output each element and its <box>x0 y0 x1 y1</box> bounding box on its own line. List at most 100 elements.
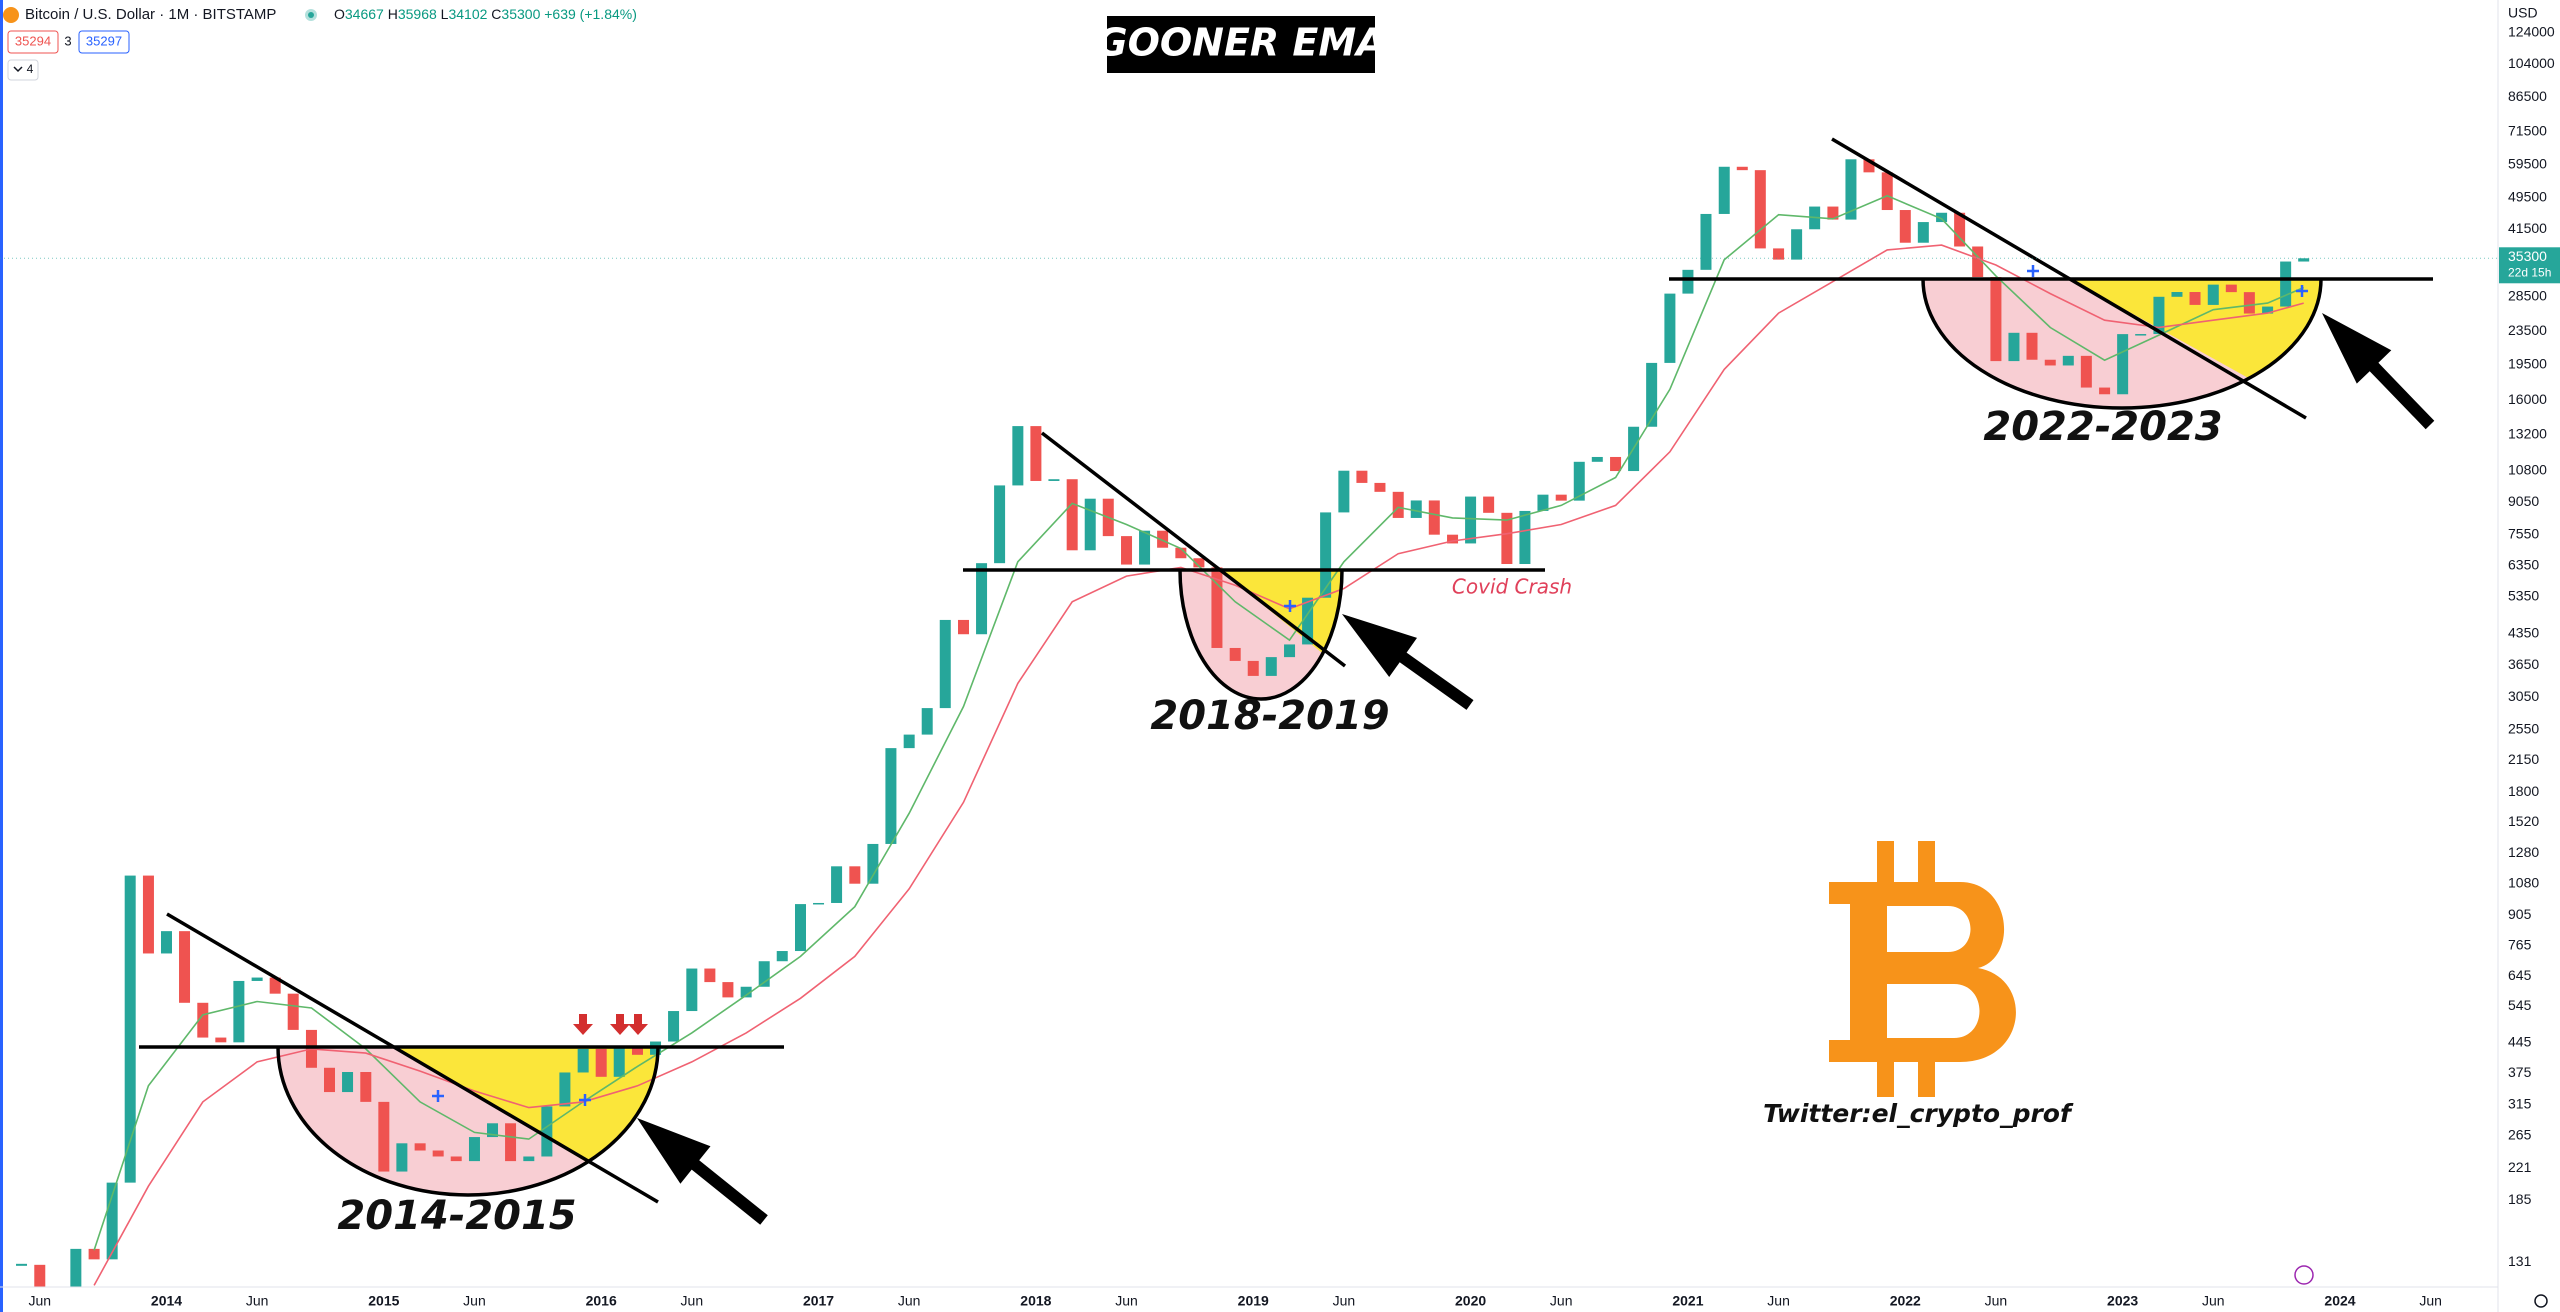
candle <box>1483 496 1495 513</box>
candle <box>1284 644 1296 658</box>
candle <box>1084 498 1096 551</box>
last-price: 35300 <box>2508 248 2547 264</box>
drawings <box>139 137 2433 1204</box>
y-tick-label: 1280 <box>2508 844 2539 860</box>
x-tick-label: Jun <box>681 1293 704 1309</box>
candle <box>1139 530 1151 565</box>
countdown: 22d 15h <box>2508 265 2551 279</box>
candle <box>88 1248 100 1260</box>
candle <box>704 968 716 983</box>
candle <box>885 748 897 844</box>
candle <box>2026 332 2038 360</box>
candle <box>2080 355 2092 388</box>
indicator-value: 35297 <box>86 33 122 48</box>
collapsed-count: 4 <box>27 62 34 76</box>
ohlc-value: 35300 <box>501 6 540 22</box>
candle <box>1573 461 1585 501</box>
annotation: Twitter:el_crypto_prof <box>1763 1099 2074 1128</box>
bitcoin-logo <box>1829 841 2016 1097</box>
candle <box>776 951 788 962</box>
candle <box>523 1156 535 1162</box>
x-tick-label: Jun <box>463 1293 486 1309</box>
x-tick-label: 2022 <box>1890 1293 1921 1309</box>
candle <box>939 619 951 709</box>
candle <box>1193 558 1205 568</box>
candle <box>34 1264 46 1287</box>
annotation: 2022-2023 <box>1983 404 2222 450</box>
candle <box>1012 426 1024 486</box>
x-tick-label: 2018 <box>1020 1293 1051 1309</box>
candle <box>2189 292 2201 305</box>
candle <box>1265 657 1277 676</box>
candle <box>1845 159 1857 220</box>
x-tick-label: Jun <box>1550 1293 1573 1309</box>
y-tick-label: 6350 <box>2508 557 2539 573</box>
candle <box>487 1123 499 1138</box>
x-tick-label: 2024 <box>2324 1293 2355 1309</box>
candle <box>1428 500 1440 535</box>
candle <box>1392 491 1404 518</box>
candle <box>686 968 698 1012</box>
candle <box>867 843 879 884</box>
cross <box>1284 600 1296 612</box>
candle <box>613 1045 625 1077</box>
candle <box>1754 170 1766 249</box>
cross <box>2296 285 2308 297</box>
ohlc-key: H <box>388 6 398 22</box>
candle <box>342 1072 354 1093</box>
candle <box>1229 647 1241 661</box>
candle <box>414 1143 426 1151</box>
candle <box>668 1011 680 1042</box>
trendline <box>1040 431 1347 668</box>
cross-markers <box>432 265 2308 1106</box>
cross <box>432 1090 444 1102</box>
y-tick-label: 2550 <box>2508 720 2539 736</box>
alert-icon[interactable] <box>2294 1265 2314 1285</box>
settings-icon[interactable] <box>2534 1294 2548 1308</box>
collapse-button[interactable] <box>7 59 39 81</box>
candle <box>1863 159 1875 173</box>
candle <box>994 485 1006 564</box>
candle <box>1791 229 1803 260</box>
candle <box>2225 284 2237 293</box>
x-tick-label: Jun <box>2202 1293 2225 1309</box>
candle <box>1338 470 1350 513</box>
y-tick-label: 71500 <box>2508 122 2547 138</box>
candle <box>70 1248 82 1287</box>
candle <box>1700 213 1712 270</box>
y-tick-label: 185 <box>2508 1191 2532 1207</box>
y-tick-label: 3650 <box>2508 656 2539 672</box>
x-tick-label: 2017 <box>803 1293 834 1309</box>
y-tick-label: 16000 <box>2508 391 2547 407</box>
candle <box>1646 362 1658 427</box>
candle <box>2207 284 2219 305</box>
cup-outline <box>276 1046 660 1197</box>
candle <box>251 977 263 981</box>
candle <box>831 866 843 903</box>
candle <box>1954 212 1966 247</box>
candle <box>1881 172 1893 211</box>
currency: USD <box>2508 5 2538 21</box>
pointer-arrow <box>1342 614 1474 710</box>
candle <box>2153 296 2165 335</box>
candle <box>1030 426 1042 481</box>
x-tick-label: Jun <box>1767 1293 1790 1309</box>
change: +639 (+1.84%) <box>544 6 637 22</box>
candle <box>1917 222 1929 243</box>
candle <box>631 1045 643 1055</box>
y-tick-label: 131 <box>2508 1253 2532 1269</box>
candle <box>1899 210 1911 243</box>
down-arrow <box>610 1014 630 1035</box>
candle <box>450 1156 462 1162</box>
y-tick-label: 13200 <box>2508 425 2547 441</box>
candle <box>2243 292 2255 314</box>
down-arrow <box>628 1014 648 1035</box>
indicator-value: 35294 <box>15 33 51 48</box>
ohlc: O34667 H35968 L34102 C35300 +639 (+1.84%… <box>334 6 637 22</box>
x-tick-label: 2015 <box>368 1293 399 1309</box>
ohlc-value: 34667 <box>345 6 384 22</box>
candle <box>1410 500 1422 518</box>
chart-title: GOONER EMA <box>1096 21 1385 65</box>
logo-part <box>1877 841 1894 889</box>
